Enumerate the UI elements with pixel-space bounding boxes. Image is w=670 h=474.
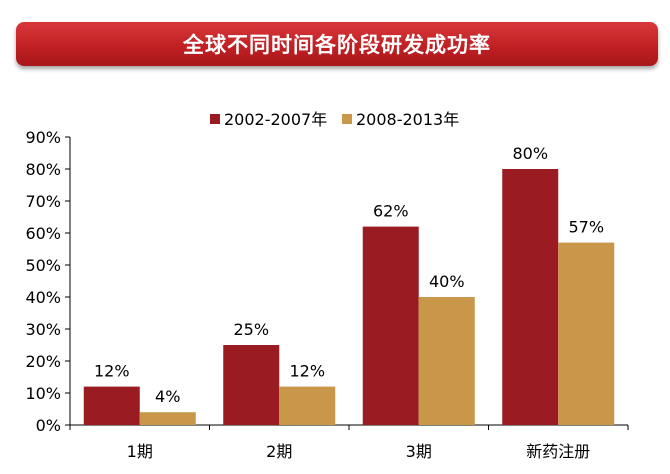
y-tick-label: 20% [25,352,61,371]
data-label: 12% [94,362,130,381]
chart-title: 全球不同时间各阶段研发成功率 [183,33,491,57]
data-label: 80% [512,144,548,163]
data-label: 25% [233,320,269,339]
title-banner: 全球不同时间各阶段研发成功率 [16,22,658,66]
x-category-label: 1期 [127,442,153,461]
bar [139,412,196,425]
data-label: 57% [568,218,604,237]
x-category-label: 新药注册 [526,442,590,461]
legend-label: 2008-2013年 [356,110,459,129]
data-label: 12% [289,362,325,381]
y-tick-label: 60% [25,224,61,243]
bar [502,169,559,425]
bar [558,242,615,425]
bar [83,386,140,425]
legend-swatch [342,114,352,124]
x-category-label: 2期 [266,442,292,461]
y-tick-label: 10% [25,384,61,403]
legend-label: 2002-2007年 [224,110,327,129]
y-tick-label: 50% [25,256,61,275]
bar [279,386,336,425]
y-tick-label: 70% [25,192,61,211]
data-label: 4% [155,387,180,406]
bar [362,226,419,425]
data-label: 40% [429,272,465,291]
y-tick-label: 0% [36,416,61,435]
y-tick-label: 30% [25,320,61,339]
x-category-label: 3期 [406,442,432,461]
data-label: 62% [373,202,409,221]
y-tick-label: 40% [25,288,61,307]
legend-swatch [210,114,220,124]
bar [418,297,475,425]
bar [223,345,280,425]
y-tick-label: 80% [25,160,61,179]
y-tick-label: 90% [25,128,61,147]
